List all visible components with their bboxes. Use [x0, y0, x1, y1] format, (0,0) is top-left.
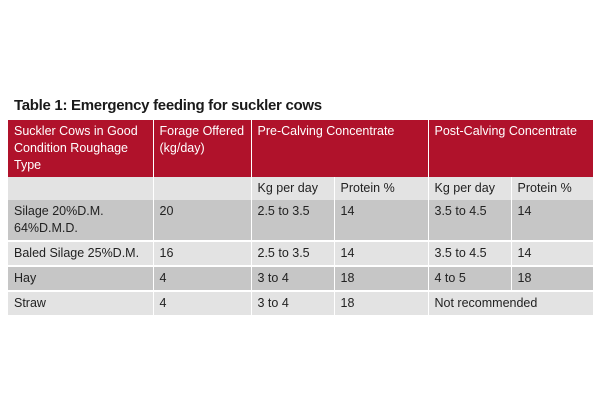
table-row: Silage 20%D.M. 64%D.M.D. 20 2.5 to 3.5 1… [8, 200, 593, 241]
roughage-type-cell: Baled Silage 25%D.M. [8, 241, 154, 266]
pre-protein-cell: 18 [334, 291, 429, 316]
subheader-cell [153, 177, 252, 200]
roughage-type-cell: Straw [8, 291, 154, 316]
header-forage-offered: Forage Offered (kg/day) [153, 120, 252, 177]
table-subheader-row: Kg per day Protein % Kg per day Protein … [8, 177, 593, 200]
post-protein-cell: 14 [511, 241, 593, 266]
table-row: Baled Silage 25%D.M. 16 2.5 to 3.5 14 3.… [8, 241, 593, 266]
header-post-calving: Post-Calving Concentrate [428, 120, 593, 177]
feeding-table: Suckler Cows in Good Condition Roughage … [8, 120, 593, 317]
subheader-pre-protein: Protein % [334, 177, 429, 200]
pre-kg-cell: 3 to 4 [251, 266, 335, 291]
table-title: Table 1: Emergency feeding for suckler c… [14, 97, 322, 114]
subheader-cell [8, 177, 154, 200]
pre-kg-cell: 3 to 4 [251, 291, 335, 316]
pre-protein-cell: 18 [334, 266, 429, 291]
pre-protein-cell: 14 [334, 241, 429, 266]
table-row: Hay 4 3 to 4 18 4 to 5 18 [8, 266, 593, 291]
header-roughage-type: Suckler Cows in Good Condition Roughage … [8, 120, 154, 177]
subheader-pre-kg: Kg per day [251, 177, 335, 200]
roughage-type-cell: Silage 20%D.M. 64%D.M.D. [8, 200, 154, 241]
header-pre-calving: Pre-Calving Concentrate [251, 120, 429, 177]
roughage-type-cell: Hay [8, 266, 154, 291]
forage-cell: 16 [153, 241, 252, 266]
forage-cell: 20 [153, 200, 252, 241]
forage-cell: 4 [153, 291, 252, 316]
post-protein-cell: 14 [511, 200, 593, 241]
pre-kg-cell: 2.5 to 3.5 [251, 200, 335, 241]
post-kg-cell: 3.5 to 4.5 [428, 200, 512, 241]
post-kg-cell: 4 to 5 [428, 266, 512, 291]
subheader-post-kg: Kg per day [428, 177, 512, 200]
post-kg-cell: 3.5 to 4.5 [428, 241, 512, 266]
pre-kg-cell: 2.5 to 3.5 [251, 241, 335, 266]
post-protein-cell: 18 [511, 266, 593, 291]
pre-protein-cell: 14 [334, 200, 429, 241]
table-row: Straw 4 3 to 4 18 Not recommended [8, 291, 593, 316]
table-header-row: Suckler Cows in Good Condition Roughage … [8, 120, 593, 177]
forage-cell: 4 [153, 266, 252, 291]
subheader-post-protein: Protein % [511, 177, 593, 200]
post-calving-span-cell: Not recommended [428, 291, 593, 316]
